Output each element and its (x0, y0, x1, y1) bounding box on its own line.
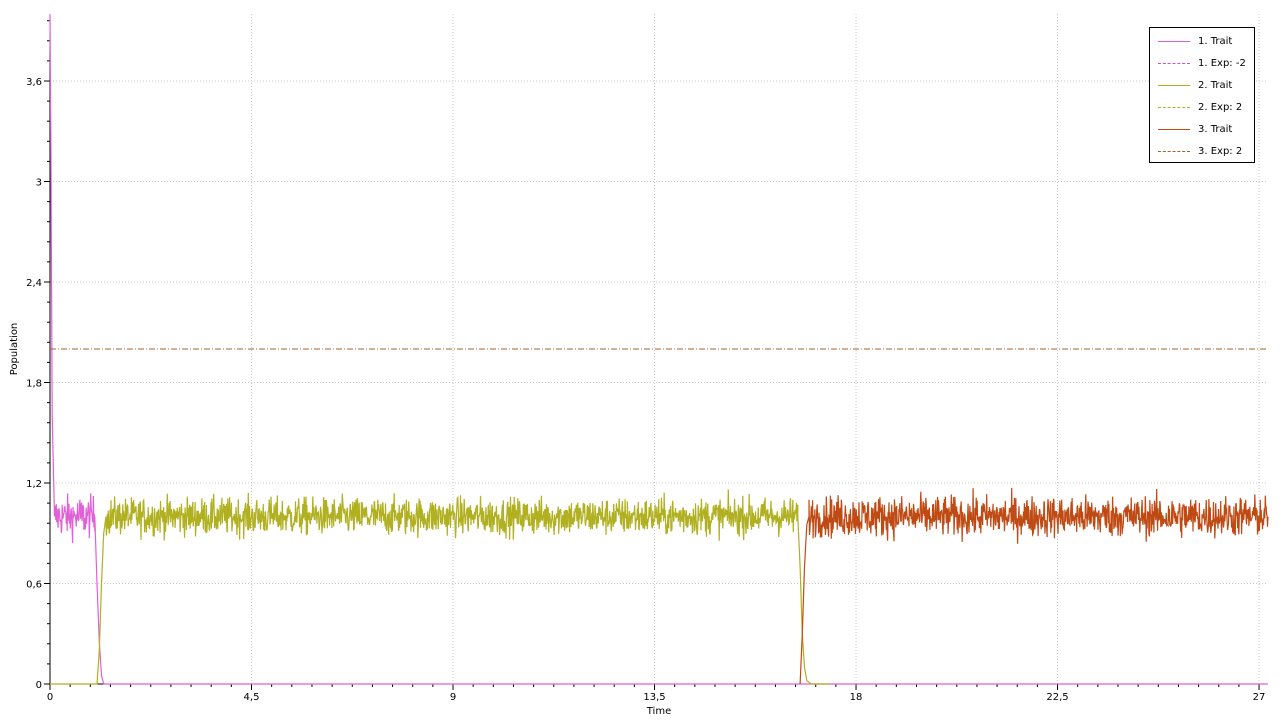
legend-label: 3. Trait (1198, 123, 1233, 135)
legend-item: 3. Trait (1158, 122, 1232, 136)
legend-item: 1. Exp: -2 (1158, 56, 1246, 70)
legend-label: 1. Exp: -2 (1198, 57, 1246, 69)
y-axis-label: Population (9, 323, 20, 376)
legend-swatch (1158, 84, 1190, 86)
y-tick-label: 0,6 (26, 580, 42, 591)
y-tick-label: 1,2 (26, 479, 42, 490)
legend-swatch (1158, 40, 1190, 42)
series-line-5 (799, 487, 1269, 685)
legend-label: 1. Trait (1198, 35, 1233, 47)
y-tick-label: 3,6 (26, 77, 42, 88)
legend-item: 1. Trait (1158, 34, 1232, 48)
x-tick-label: 27 (1253, 692, 1266, 703)
legend-swatch (1158, 62, 1190, 64)
grid (50, 14, 1268, 684)
x-tick-label: 18 (850, 692, 863, 703)
y-tick-label: 0 (36, 680, 42, 691)
axes: 0 4,5 9 13,5 18 22,5 27 0 0,6 1,2 1,8 2,4 3 3,6 (26, 14, 1268, 703)
legend-swatch (1158, 128, 1190, 130)
legend-label: 2. Trait (1198, 79, 1233, 91)
x-axis-label: Time (646, 706, 671, 717)
x-tick-label: 4,5 (244, 692, 260, 703)
series-group (49, 13, 1269, 685)
legend-item: 3. Exp: 2 (1158, 144, 1242, 158)
y-tick-label: 1,8 (26, 379, 42, 390)
legend-swatch (1158, 150, 1190, 152)
legend-item: 2. Trait (1158, 78, 1232, 92)
legend-label: 3. Exp: 2 (1198, 145, 1243, 157)
legend-swatch (1158, 106, 1190, 108)
legend: 1. Trait 1. Exp: -2 2. Trait 2. Exp: 2 3. Tr… (1149, 27, 1255, 163)
series-line-1 (49, 13, 1268, 685)
x-tick-label: 13,5 (643, 692, 665, 703)
legend-label: 2. Exp: 2 (1198, 101, 1243, 113)
x-tick-label: 22,5 (1046, 692, 1068, 703)
x-tick-label: 0 (47, 692, 53, 703)
x-tick-label: 9 (450, 692, 456, 703)
legend-item: 2. Exp: 2 (1158, 100, 1242, 114)
y-tick-label: 3 (36, 178, 42, 189)
y-tick-label: 2,4 (26, 278, 42, 289)
series-line-3 (50, 489, 830, 685)
